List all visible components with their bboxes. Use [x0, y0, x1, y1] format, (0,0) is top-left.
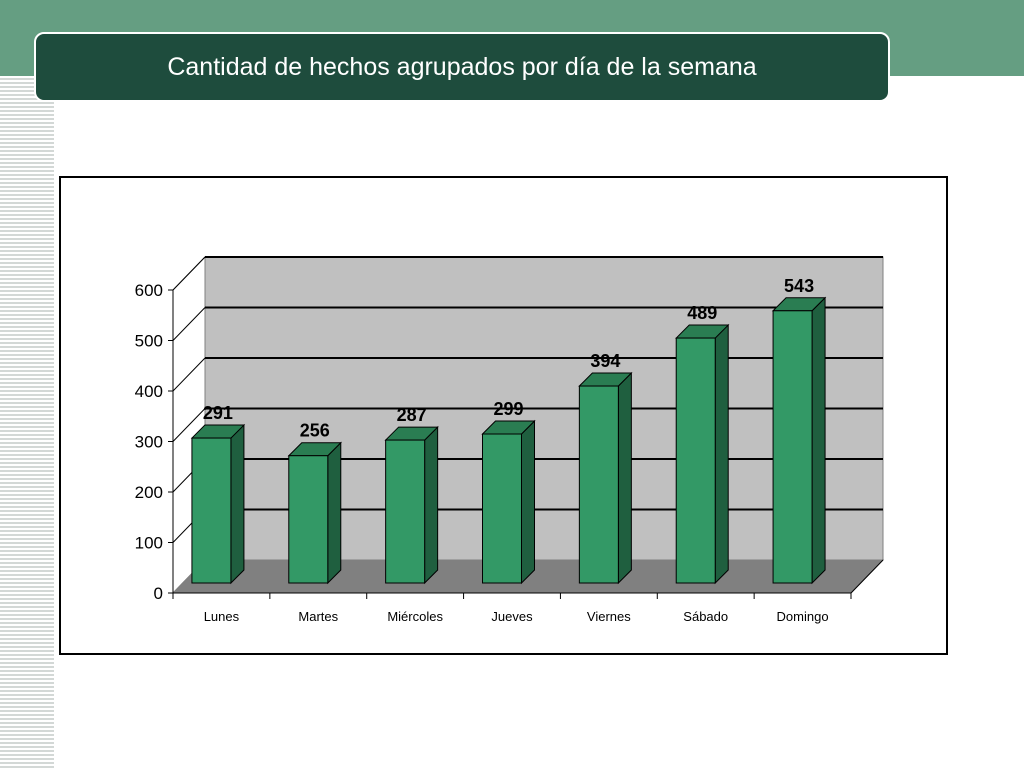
bar — [385, 439, 426, 584]
bar-side — [714, 323, 729, 585]
floor-edge — [850, 559, 884, 594]
x-tick-label: Jueves — [491, 609, 533, 624]
slide-title: Cantidad de hechos agrupados por día de … — [167, 52, 757, 81]
bar — [675, 337, 716, 584]
bar — [288, 455, 329, 584]
gridline-side — [172, 256, 206, 291]
x-tick-label: Miércoles — [387, 609, 443, 624]
data-label: 394 — [590, 351, 620, 371]
data-label: 299 — [493, 399, 523, 419]
bar-side — [424, 425, 439, 585]
bar — [772, 310, 813, 584]
bar-side — [617, 371, 632, 585]
data-label: 256 — [300, 421, 330, 441]
y-tick-label: 300 — [135, 433, 163, 452]
bar-side — [811, 296, 826, 585]
bar-chart: 0 100 200 300 400 500 600 291 Lunes 256 Martes 287 M… — [135, 255, 885, 624]
x-tick-label: Lunes — [204, 609, 240, 624]
data-label: 291 — [203, 403, 233, 423]
data-label: 543 — [784, 276, 814, 296]
x-tick-label: Viernes — [587, 609, 631, 624]
gridline-side — [172, 357, 206, 392]
y-tick-label: 200 — [135, 483, 163, 502]
y-tick-label: 400 — [135, 382, 163, 401]
y-tick-label: 0 — [154, 584, 163, 603]
y-tick-label: 600 — [135, 281, 163, 300]
title-box: Cantidad de hechos agrupados por día de … — [34, 32, 890, 102]
x-tick-label: Sábado — [683, 609, 728, 624]
bar-side — [521, 419, 535, 585]
gridline-side — [172, 307, 206, 341]
data-label: 287 — [397, 405, 427, 425]
gridline-side — [172, 408, 206, 442]
data-label: 489 — [687, 303, 717, 323]
bar — [191, 437, 232, 584]
bar — [578, 385, 619, 584]
x-tick-label: Martes — [298, 609, 338, 624]
x-tick-label: Domingo — [777, 609, 829, 624]
bar-side — [327, 441, 342, 585]
bar — [482, 433, 522, 584]
y-tick-label: 500 — [135, 332, 163, 351]
y-tick-label: 100 — [135, 534, 163, 553]
chart-frame: 0 100 200 300 400 500 600 291 Lunes 256 Martes 287 M… — [59, 176, 948, 655]
bar-side — [230, 423, 245, 585]
left-stripes — [0, 76, 54, 768]
